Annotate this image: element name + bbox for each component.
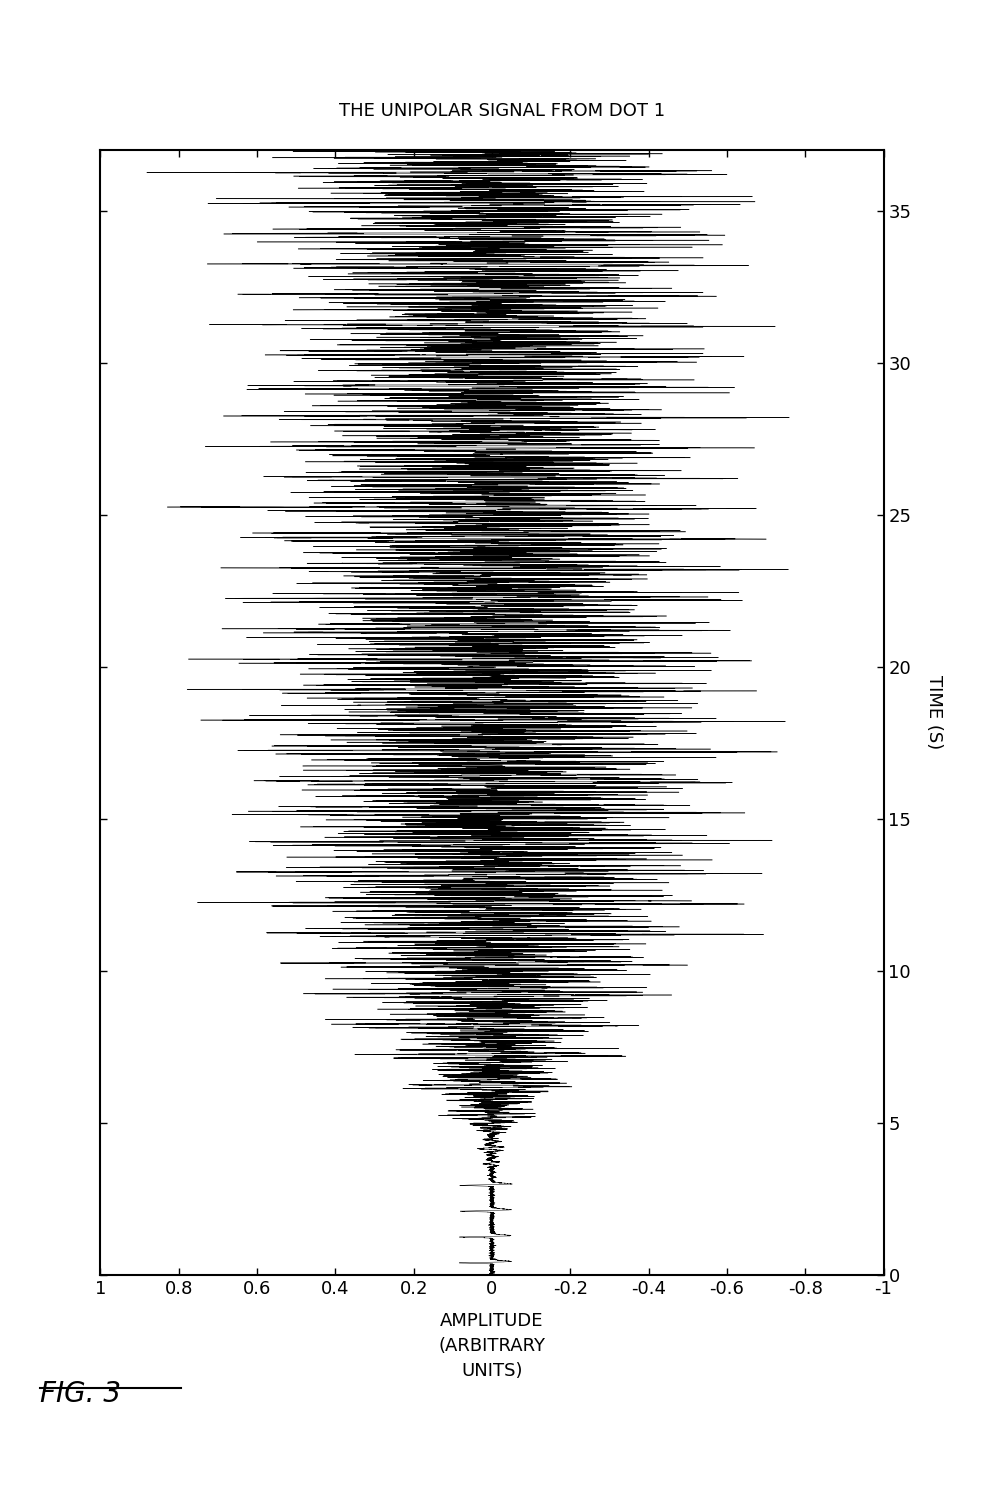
Text: THE UNIPOLAR SIGNAL FROM DOT 1: THE UNIPOLAR SIGNAL FROM DOT 1 (339, 102, 664, 120)
Y-axis label: TIME (S): TIME (S) (925, 675, 943, 750)
Text: FIG. 3: FIG. 3 (40, 1380, 121, 1408)
X-axis label: AMPLITUDE
(ARBITRARY
UNITS): AMPLITUDE (ARBITRARY UNITS) (438, 1311, 545, 1380)
